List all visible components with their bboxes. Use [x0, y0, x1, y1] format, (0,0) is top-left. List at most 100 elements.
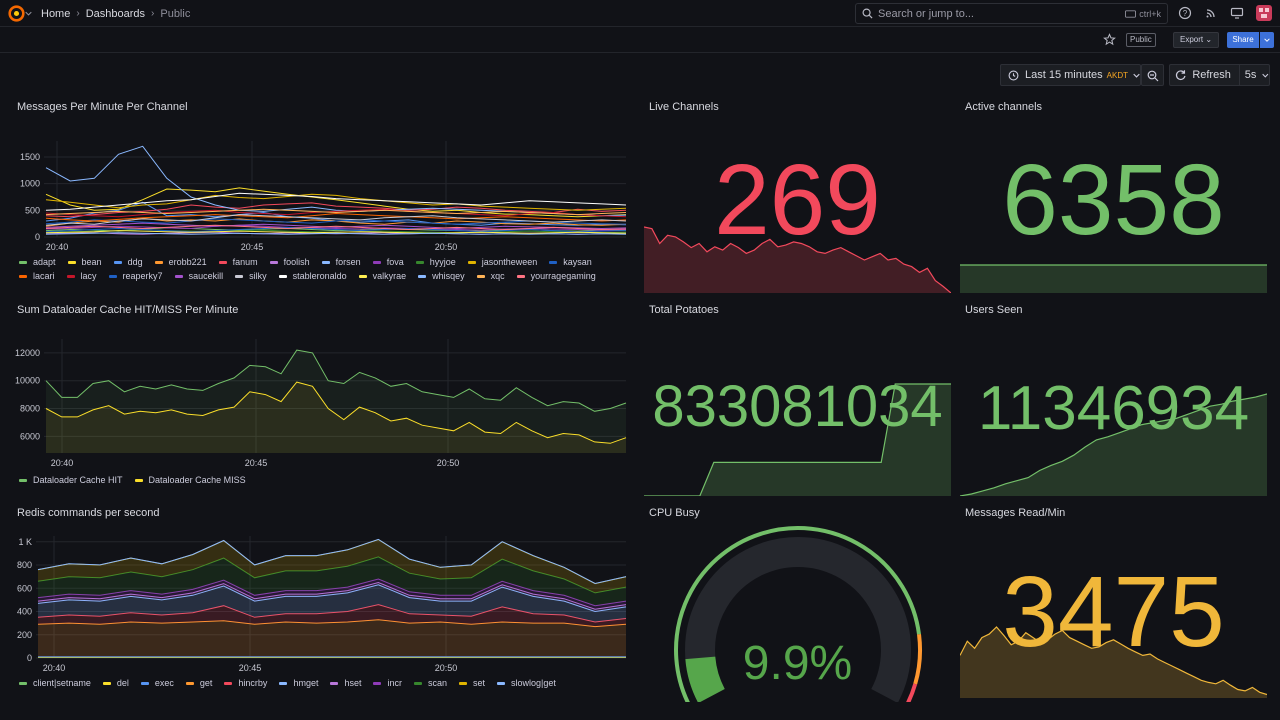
- series-line-hmget[interactable]: [37, 584, 627, 613]
- series-line-incr[interactable]: [37, 578, 627, 607]
- legend-swatch: [358, 274, 367, 278]
- series-area-Dataloader Cache HIT: [46, 350, 626, 453]
- legend-item[interactable]: yourragegaming: [516, 271, 596, 281]
- series-line-hincrby[interactable]: [37, 604, 627, 623]
- series-line-yourragegaming[interactable]: [45, 224, 627, 231]
- legend-item[interactable]: set: [459, 678, 485, 688]
- y-tick-label: 1500: [20, 152, 40, 162]
- sparkline-live-channels: [644, 226, 951, 293]
- chart-redis-commands[interactable]: 0 200 400 600 800 1 K 20:40 20:45 20:50: [14, 530, 630, 674]
- series-line-Dataloader Cache MISS[interactable]: [45, 381, 627, 444]
- legend-item[interactable]: fanum: [218, 257, 258, 267]
- legend-swatch: [415, 260, 424, 264]
- series-line-fanum[interactable]: [45, 202, 627, 218]
- legend-item[interactable]: hset: [330, 678, 361, 688]
- legend-item[interactable]: scan: [413, 678, 447, 688]
- news-rss-icon[interactable]: [1204, 6, 1218, 20]
- panel-title-redis[interactable]: Redis commands per second: [17, 507, 160, 519]
- legend-item[interactable]: del: [102, 678, 129, 688]
- legend-item[interactable]: foolish: [269, 257, 310, 267]
- grafana-logo-icon[interactable]: [8, 5, 25, 22]
- legend-item[interactable]: erobb221: [154, 257, 207, 267]
- series-line-lacy[interactable]: [45, 208, 627, 218]
- series-line-scan[interactable]: [37, 556, 627, 594]
- panel-title-active-channels[interactable]: Active channels: [965, 101, 1043, 113]
- series-line-hset[interactable]: [37, 581, 627, 610]
- breadcrumb-home[interactable]: Home: [41, 7, 71, 20]
- legend-item[interactable]: client|setname: [19, 678, 91, 688]
- legend-item[interactable]: hyyjoe: [415, 257, 456, 267]
- legend-label: incr: [387, 678, 402, 688]
- panel-title-cpu-busy[interactable]: CPU Busy: [649, 507, 700, 519]
- series-line-get[interactable]: [37, 619, 627, 628]
- refresh-interval[interactable]: 5s: [1244, 69, 1257, 81]
- series-line-lacari[interactable]: [45, 212, 627, 222]
- legend-item[interactable]: incr: [373, 678, 402, 688]
- legend-label: reaperky7: [122, 271, 163, 281]
- share-dropdown-button[interactable]: [1260, 32, 1274, 48]
- legend-label: hincrby: [238, 678, 268, 688]
- legend-item[interactable]: reaperky7: [108, 271, 163, 281]
- panel-title-total-potatoes[interactable]: Total Potatoes: [649, 304, 719, 316]
- series-line-bean[interactable]: [45, 187, 627, 218]
- breadcrumb-dashboards[interactable]: Dashboards: [85, 7, 146, 20]
- series-line-saucekill[interactable]: [45, 222, 627, 230]
- panel-title-live-channels[interactable]: Live Channels: [649, 101, 719, 113]
- panel-title-cache[interactable]: Sum Dataloader Cache HIT/MISS Per Minute: [17, 304, 239, 316]
- kiosk-monitor-icon[interactable]: [1230, 6, 1244, 20]
- shortcut-label: ctrl+k: [1139, 8, 1161, 19]
- legend-item[interactable]: saucekill: [174, 271, 223, 281]
- series-line-jasontheween[interactable]: [45, 193, 627, 211]
- chevron-down-icon[interactable]: [25, 10, 32, 17]
- legend-item[interactable]: fova: [372, 257, 404, 267]
- legend-item[interactable]: bean: [67, 257, 102, 267]
- help-icon[interactable]: ?: [1178, 6, 1192, 20]
- legend-item[interactable]: lacari: [19, 271, 55, 281]
- user-avatar[interactable]: [1256, 5, 1272, 21]
- legend-item[interactable]: whisqey: [418, 271, 465, 281]
- legend-item[interactable]: slowlog|get: [497, 678, 556, 688]
- search-input[interactable]: Search or jump to... ctrl+k: [855, 3, 1168, 24]
- chart-cache-hit-miss[interactable]: 6000 8000 10000 12000 20:40 20:45 20:50: [14, 333, 630, 471]
- legend-item[interactable]: xqc: [476, 271, 505, 281]
- legend-item[interactable]: jasontheween: [467, 257, 537, 267]
- legend-item[interactable]: adapt: [19, 257, 56, 267]
- legend-item[interactable]: ddg: [113, 257, 143, 267]
- panel-title-messages[interactable]: Messages Per Minute Per Channel: [17, 101, 188, 113]
- time-range-picker[interactable]: Last 15 minutes AKDT: [1000, 64, 1141, 86]
- panel-title-users-seen[interactable]: Users Seen: [965, 304, 1023, 316]
- legend-label: ddg: [127, 257, 143, 267]
- refresh-button[interactable]: Refresh 5s: [1169, 64, 1270, 86]
- series-line-valkyrae[interactable]: [45, 230, 627, 234]
- sparkline-line: [960, 626, 1267, 696]
- legend-item[interactable]: Dataloader Cache MISS: [134, 475, 246, 485]
- legend-item[interactable]: exec: [140, 678, 174, 688]
- refresh-icon: [1175, 70, 1186, 80]
- legend-item[interactable]: valkyrae: [358, 271, 406, 281]
- star-icon[interactable]: [1103, 33, 1116, 46]
- legend-item[interactable]: kaysan: [549, 257, 592, 267]
- series-line-reaperky7[interactable]: [45, 226, 627, 233]
- legend-item[interactable]: Dataloader Cache HIT: [19, 475, 123, 485]
- legend-item[interactable]: stableronaldo: [278, 271, 347, 281]
- legend-item[interactable]: silky: [235, 271, 267, 281]
- export-button[interactable]: Export ⌄: [1173, 32, 1220, 48]
- legend-label: del: [116, 678, 129, 688]
- panel-title-messages-read[interactable]: Messages Read/Min: [965, 507, 1066, 519]
- series-line-stableronaldo[interactable]: [45, 192, 627, 211]
- series-line-whisqey[interactable]: [45, 232, 627, 235]
- legend-item[interactable]: hmget: [279, 678, 318, 688]
- series-line-slowlog|get[interactable]: [37, 538, 627, 585]
- series-line-xqc[interactable]: [45, 208, 627, 216]
- legend-item[interactable]: hincrby: [224, 678, 267, 688]
- chart-messages-per-minute[interactable]: 0 500 1000 1500 20:40 20:45 20:50: [14, 135, 630, 255]
- series-line-silky[interactable]: [45, 214, 627, 226]
- legend-item[interactable]: get: [185, 678, 212, 688]
- legend-label: adapt: [33, 257, 56, 267]
- gauge-track: [685, 537, 911, 702]
- zoom-out-button[interactable]: [1141, 64, 1164, 86]
- share-button[interactable]: Share: [1227, 32, 1259, 48]
- series-line-Dataloader Cache HIT[interactable]: [45, 349, 627, 412]
- legend-item[interactable]: forsen: [321, 257, 361, 267]
- legend-item[interactable]: lacy: [66, 271, 97, 281]
